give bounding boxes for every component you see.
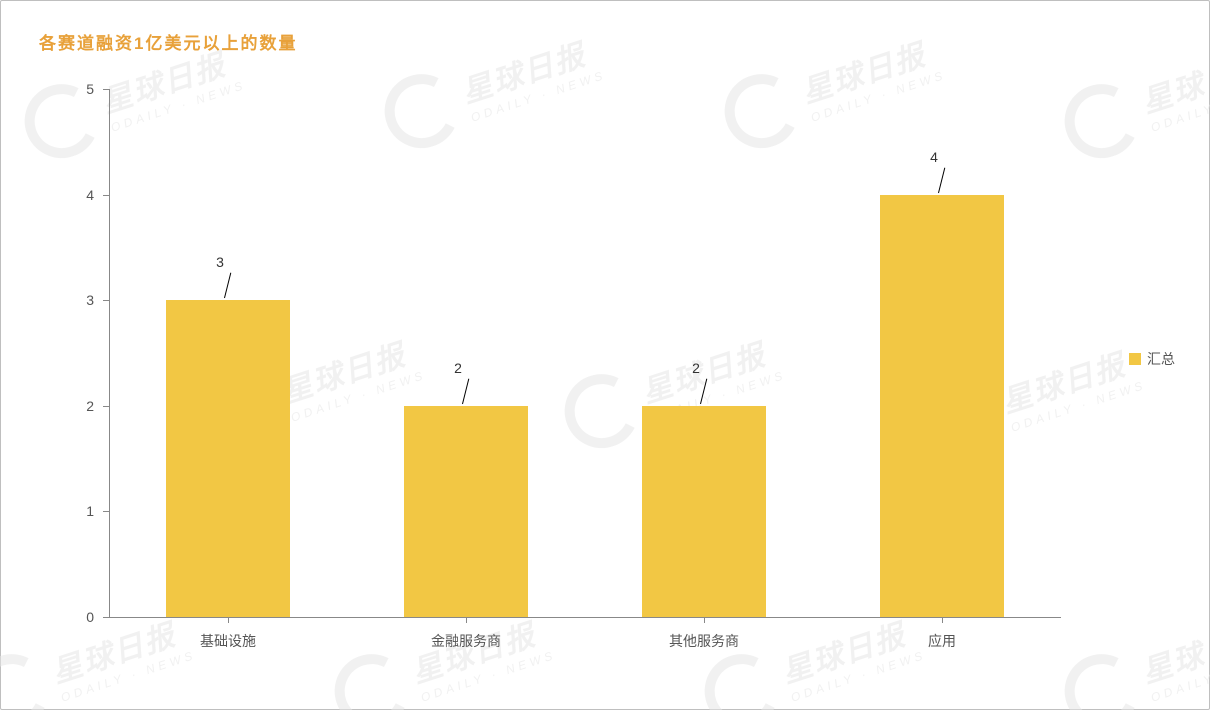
- x-axis: [109, 617, 1061, 618]
- x-tick: [466, 617, 467, 623]
- chart-title: 各赛道融资1亿美元以上的数量: [39, 29, 297, 54]
- y-tick-label: 0: [49, 609, 94, 625]
- bar-value-label: 2: [454, 360, 462, 376]
- x-tick: [704, 617, 705, 623]
- x-tick-label: 基础设施: [200, 631, 256, 651]
- y-tick: [103, 511, 109, 512]
- y-axis: [109, 89, 110, 617]
- bar-pointer: [700, 378, 707, 403]
- bar: [880, 195, 1004, 617]
- y-tick-label: 2: [49, 398, 94, 414]
- x-tick: [228, 617, 229, 623]
- x-tick-label: 金融服务商: [431, 631, 501, 651]
- bar: [642, 406, 766, 617]
- bar-value-label: 4: [930, 149, 938, 165]
- y-tick-label: 5: [49, 81, 94, 97]
- y-tick: [103, 300, 109, 301]
- watermark: 星球日报ODAILY · NEWS: [1055, 28, 1210, 167]
- y-tick: [103, 617, 109, 618]
- bar-pointer: [938, 167, 945, 192]
- x-tick-label: 其他服务商: [669, 631, 739, 651]
- legend-label: 汇总: [1147, 349, 1175, 369]
- plot-area: 0123453基础设施2金融服务商2其他服务商4应用: [109, 89, 1061, 617]
- x-tick-label: 应用: [928, 631, 956, 651]
- bar-value-label: 3: [216, 254, 224, 270]
- bar: [166, 300, 290, 617]
- legend-swatch: [1129, 353, 1141, 365]
- y-tick: [103, 406, 109, 407]
- chart-frame: 各赛道融资1亿美元以上的数量 星球日报ODAILY · NEWS 星球日报ODAI…: [0, 0, 1210, 710]
- y-tick: [103, 195, 109, 196]
- bar-pointer: [224, 273, 231, 298]
- y-tick-label: 3: [49, 292, 94, 308]
- bar-value-label: 2: [692, 360, 700, 376]
- y-tick-label: 4: [49, 187, 94, 203]
- legend: 汇总: [1129, 349, 1175, 369]
- y-tick: [103, 89, 109, 90]
- bar-pointer: [462, 378, 469, 403]
- watermark: 星球日报ODAILY · NEWS: [1055, 598, 1210, 710]
- bar: [404, 406, 528, 617]
- y-tick-label: 1: [49, 503, 94, 519]
- x-tick: [942, 617, 943, 623]
